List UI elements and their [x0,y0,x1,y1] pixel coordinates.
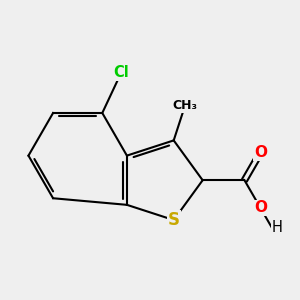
Text: S: S [168,211,180,229]
Text: O: O [254,200,267,215]
Text: CH₃: CH₃ [172,99,198,112]
Text: H: H [272,220,282,235]
Text: O: O [254,145,267,160]
Text: Cl: Cl [113,65,129,80]
